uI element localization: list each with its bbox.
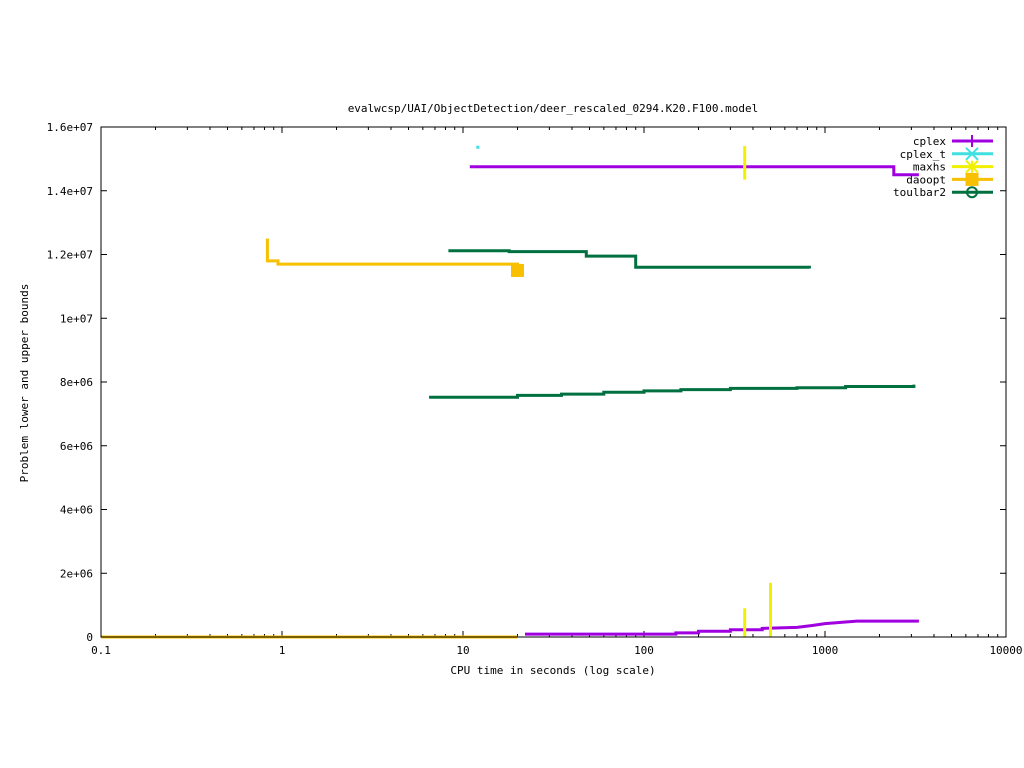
cplex_t-point — [476, 145, 480, 149]
legend-label: cplex_t — [900, 148, 946, 161]
cplex-line — [469, 165, 919, 177]
y-tick-label: 1.4e+07 — [47, 185, 93, 198]
axis-ticks: 0.1 1 10 100 1000 10000 0 2e+06 4e+06 6e+06 8e+06 1… — [47, 121, 1023, 657]
x-tick-label: 10000 — [989, 644, 1022, 657]
y-tick-label: 1e+07 — [60, 312, 93, 325]
cross-marker — [965, 147, 979, 161]
y-axis-label: Problem lower and upper bounds — [18, 284, 31, 483]
x-axis-label: CPU time in seconds (log scale) — [450, 664, 655, 677]
y-tick-label: 2e+06 — [60, 567, 93, 580]
series-maxhs — [743, 146, 772, 637]
series-cplex_t — [476, 145, 480, 149]
y-tick-label: 1.2e+07 — [47, 249, 93, 262]
x-tick-label: 1 — [279, 644, 286, 657]
legend-label: toulbar2 — [893, 186, 946, 199]
chart-title: evalwcsp/UAI/ObjectDetection/deer_rescal… — [348, 102, 759, 115]
x-tick-label: 0.1 — [91, 644, 111, 657]
star-marker — [965, 159, 979, 174]
plus-marker — [966, 135, 978, 147]
y-tick-label: 1.6e+07 — [47, 121, 93, 134]
circle-marker — [966, 186, 978, 199]
x-tick-label: 1000 — [812, 644, 839, 657]
toulbar2-line — [448, 249, 811, 269]
y-tick-label: 8e+06 — [60, 376, 93, 389]
square-marker — [965, 172, 979, 186]
legend-label: cplex — [913, 135, 946, 148]
x-tick-label: 100 — [634, 644, 654, 657]
x-tick-label: 10 — [456, 644, 469, 657]
series-toulbar2 — [429, 249, 916, 399]
y-tick-label: 6e+06 — [60, 440, 93, 453]
y-tick-label: 0 — [86, 631, 93, 644]
legend-label: maxhs — [913, 161, 946, 174]
cplex-line — [525, 619, 919, 636]
toulbar2-line — [429, 384, 916, 399]
series-cplex — [469, 165, 919, 636]
legend-label: daoopt — [906, 173, 946, 186]
square-marker — [510, 263, 524, 277]
y-tick-label: 4e+06 — [60, 504, 93, 517]
plot-frame — [100, 126, 1007, 638]
